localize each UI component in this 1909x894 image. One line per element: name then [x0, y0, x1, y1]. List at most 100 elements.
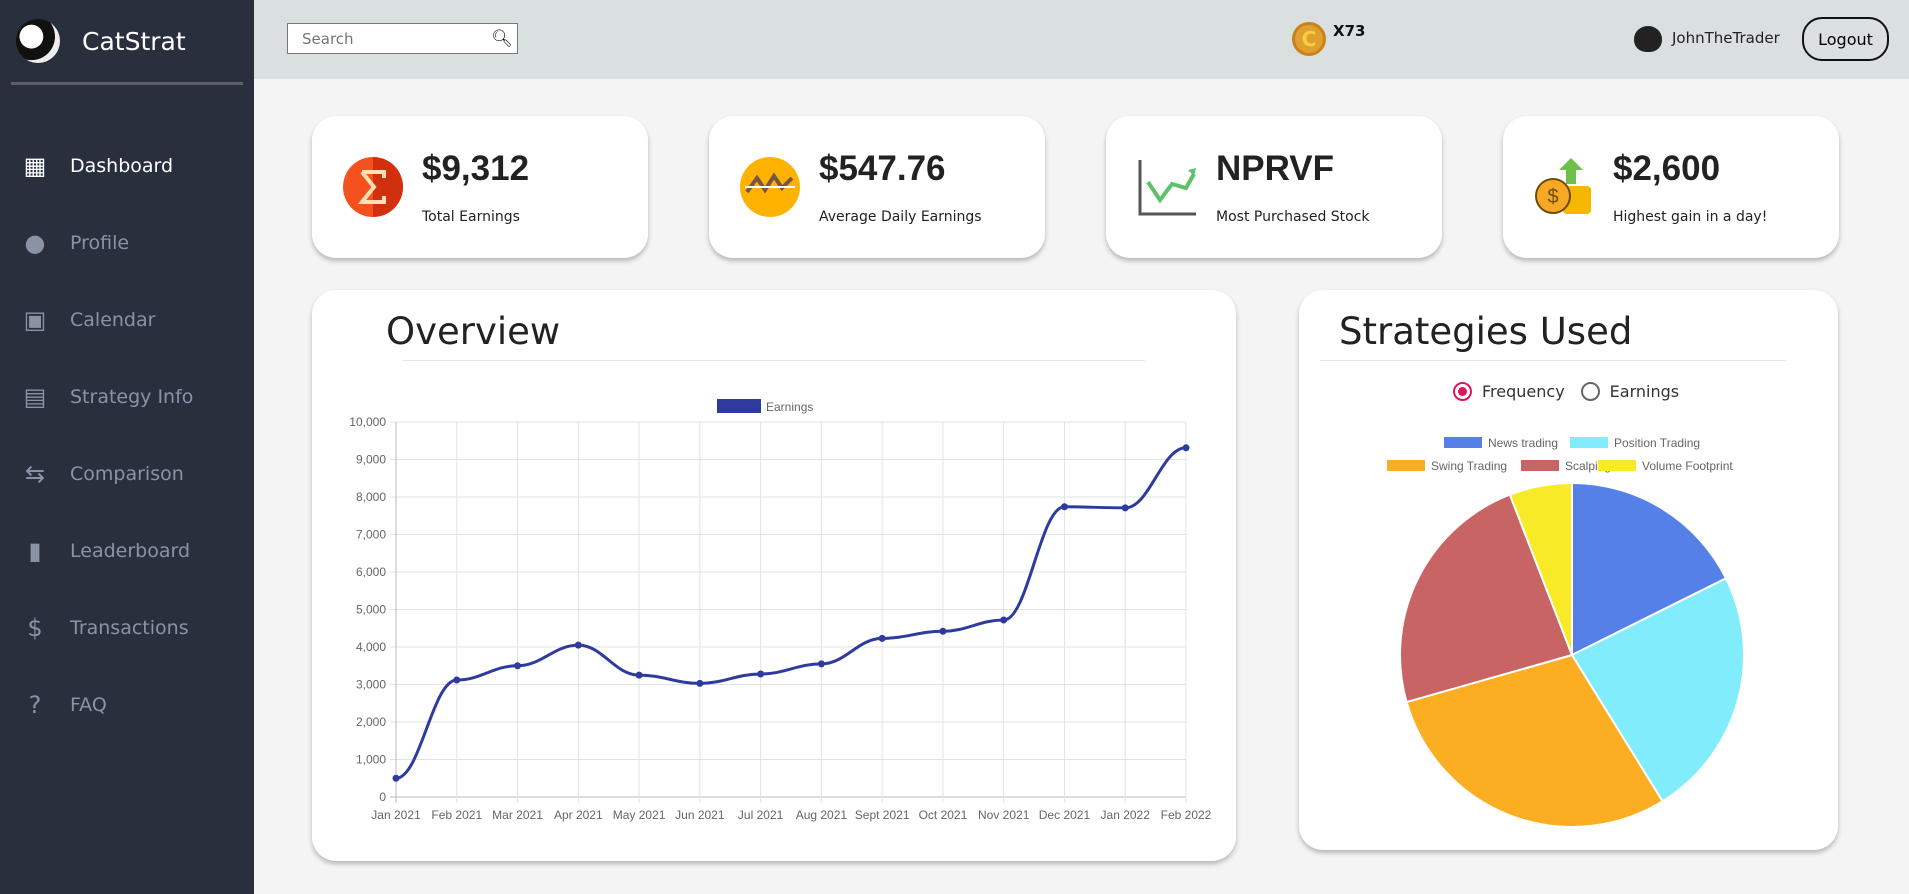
radio-frequency[interactable]: Frequency [1453, 382, 1565, 401]
x-tick-label: Dec 2021 [1039, 808, 1091, 822]
stat-card-highest-gain: $ $2,600 Highest gain in a day! [1503, 116, 1839, 258]
legend-swatch [717, 399, 761, 413]
average-icon [740, 157, 800, 217]
strategies-card [1299, 290, 1838, 850]
sidebar-item-strategy-info[interactable]: ▤ Strategy Info [0, 358, 254, 435]
y-tick-label: 5,000 [356, 603, 386, 617]
stat-value: $9,312 [422, 149, 530, 188]
username[interactable]: JohnTheTrader [1672, 29, 1780, 47]
y-tick-label: 7,000 [356, 528, 386, 542]
logout-button[interactable]: Logout [1802, 17, 1889, 61]
sidebar-item-dashboard[interactable]: ▦ Dashboard [0, 127, 254, 204]
svg-text:$: $ [1547, 186, 1558, 208]
x-tick-label: Jun 2021 [675, 808, 725, 822]
data-point [392, 774, 400, 782]
sidebar-item-calendar[interactable]: ▣ Calendar [0, 281, 254, 358]
cat-logo-icon [16, 19, 60, 63]
x-tick-label: Jan 2021 [371, 808, 421, 822]
divider [11, 82, 243, 85]
search-icon[interactable]: 🔍︎ [491, 28, 513, 49]
sidebar-item-leaderboard[interactable]: ▮ Leaderboard [0, 512, 254, 589]
data-point [939, 627, 947, 635]
sidebar-item-profile[interactable]: ● Profile [0, 204, 254, 281]
data-point [574, 641, 582, 649]
radio-button[interactable] [1580, 382, 1600, 401]
app-name: CatStrat [82, 26, 186, 56]
dollar-icon: $ [27, 613, 43, 642]
radio-earnings[interactable]: Earnings [1580, 382, 1680, 401]
x-tick-label: Jan 2022 [1101, 808, 1151, 822]
brand[interactable]: CatStrat [0, 0, 254, 82]
search-input[interactable] [288, 29, 487, 48]
sidebar-item-label: Profile [70, 231, 130, 254]
coin-count: X73 [1333, 22, 1366, 40]
stat-card-total-earnings: $9,312 Total Earnings [312, 116, 648, 258]
sigma-icon [343, 157, 403, 217]
legend-label: Earnings [766, 400, 813, 414]
data-point [1060, 503, 1068, 511]
leaderboard-icon: ▮ [28, 536, 42, 565]
y-tick-label: 2,000 [356, 715, 386, 729]
strategies-title: Strategies Used [1339, 310, 1633, 353]
data-point [1000, 616, 1008, 624]
stat-label: Highest gain in a day! [1613, 209, 1768, 225]
compare-arrows-icon: ⇆ [24, 459, 46, 488]
coins-gain-icon: $ [1535, 158, 1591, 214]
data-point [635, 671, 643, 679]
account-circle-icon: ● [24, 228, 46, 257]
radio-label: Earnings [1609, 382, 1680, 401]
data-point [817, 660, 825, 668]
calendar-icon: ▣ [23, 305, 47, 334]
stat-label: Total Earnings [422, 209, 520, 225]
x-tick-label: Nov 2021 [978, 808, 1030, 822]
x-tick-label: Aug 2021 [796, 808, 848, 822]
overview-title: Overview [386, 310, 561, 353]
coin-icon: C [1292, 22, 1326, 56]
stat-card-most-purchased: NPRVF Most Purchased Stock [1106, 116, 1442, 258]
overview-card [312, 290, 1236, 861]
sidebar-item-label: Comparison [70, 462, 184, 485]
stat-value: NPRVF [1216, 149, 1334, 188]
stat-label: Average Daily Earnings [819, 209, 982, 225]
data-point [696, 679, 704, 687]
stat-value: $2,600 [1613, 149, 1721, 188]
dashboard-icon: ▦ [23, 151, 47, 180]
sidebar-item-label: Transactions [70, 616, 189, 639]
data-point [757, 670, 765, 678]
github-cat-icon [1634, 26, 1662, 52]
stat-card-average-daily: $547.76 Average Daily Earnings [709, 116, 1045, 258]
y-tick-label: 9,000 [356, 453, 386, 467]
top-bar: 🔍︎ C X73 JohnTheTrader Logout [254, 0, 1909, 79]
sidebar-item-comparison[interactable]: ⇆ Comparison [0, 435, 254, 512]
y-tick-label: 10,000 [349, 415, 386, 429]
y-tick-label: 6,000 [356, 565, 386, 579]
clipboard-icon: ▤ [23, 382, 47, 411]
sidebar-item-label: FAQ [70, 693, 107, 716]
stat-value: $547.76 [819, 149, 946, 188]
stock-chart-icon [1138, 160, 1196, 216]
data-point [453, 676, 461, 684]
y-tick-label: 1,000 [356, 753, 386, 767]
divider [1320, 360, 1786, 361]
sidebar-item-label: Strategy Info [70, 385, 194, 408]
sidebar-item-faq[interactable]: ? FAQ [0, 666, 254, 743]
search-box: 🔍︎ [287, 23, 518, 54]
x-tick-label: Jul 2021 [738, 808, 784, 822]
help-icon: ? [28, 690, 42, 719]
x-tick-label: Feb 2021 [431, 808, 482, 822]
radio-button[interactable] [1453, 382, 1472, 401]
x-tick-label: Feb 2022 [1161, 808, 1212, 822]
data-point [1182, 444, 1190, 452]
x-tick-label: Oct 2021 [919, 808, 968, 822]
sidebar-nav: ▦ Dashboard ● Profile ▣ Calendar ▤ Strategy Inf… [0, 127, 254, 743]
sidebar-item-label: Dashboard [70, 154, 174, 177]
stat-label: Most Purchased Stock [1216, 209, 1370, 225]
sidebar-item-transactions[interactable]: $ Transactions [0, 589, 254, 666]
radio-label: Frequency [1482, 382, 1565, 401]
y-tick-label: 4,000 [356, 640, 386, 654]
y-tick-label: 3,000 [356, 678, 386, 692]
data-point [514, 662, 522, 670]
sidebar-item-label: Calendar [70, 308, 156, 331]
sidebar-item-label: Leaderboard [70, 539, 191, 562]
